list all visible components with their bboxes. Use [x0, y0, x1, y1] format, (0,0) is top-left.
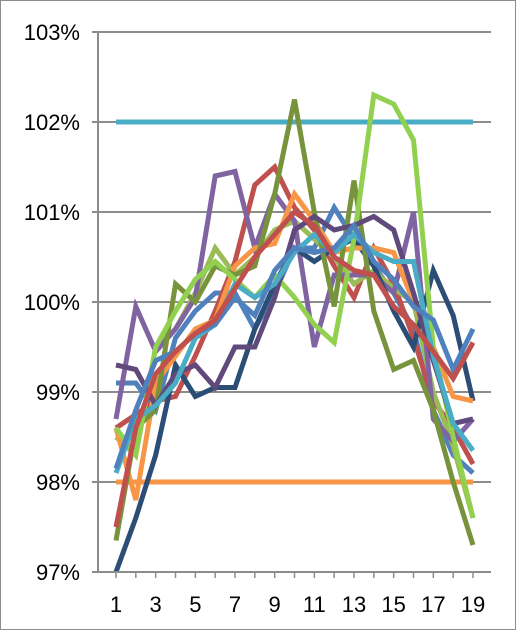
x-tick-label: 1: [110, 592, 122, 617]
y-tick-label: 101%: [24, 200, 80, 225]
x-tick-label: 9: [269, 592, 281, 617]
y-tick-label: 100%: [24, 290, 80, 315]
x-tick-label: 5: [189, 592, 201, 617]
y-tick-label: 103%: [24, 20, 80, 45]
x-tick-label: 15: [381, 592, 405, 617]
x-tick-label: 17: [421, 592, 445, 617]
y-tick-label: 97%: [36, 560, 80, 585]
series-line-8: [113, 188, 474, 501]
x-tick-label: 7: [229, 592, 241, 617]
series-line-6: [113, 168, 475, 446]
series-line-14: [113, 208, 476, 528]
series-lines: [113, 91, 476, 573]
x-tick-label: 11: [303, 592, 326, 617]
y-tick-labels: 97% 98% 99% 100% 101% 102% 103%: [24, 20, 80, 585]
y-tick-label: 102%: [24, 110, 80, 135]
y-tick-label: 99%: [36, 380, 80, 405]
x-tick-label: 19: [461, 592, 485, 617]
series-line-12: [113, 231, 476, 474]
axes: [97, 32, 491, 578]
x-tick-label: 3: [150, 592, 162, 617]
y-tick-label: 98%: [36, 470, 80, 495]
series-line-10: [113, 91, 476, 519]
x-tick-label: 13: [342, 592, 366, 617]
x-tick-labels: 1 3 5 7 9 11 13 15 17 19: [110, 592, 485, 617]
series-line-11: [115, 213, 474, 427]
series-line-9: [113, 98, 476, 546]
